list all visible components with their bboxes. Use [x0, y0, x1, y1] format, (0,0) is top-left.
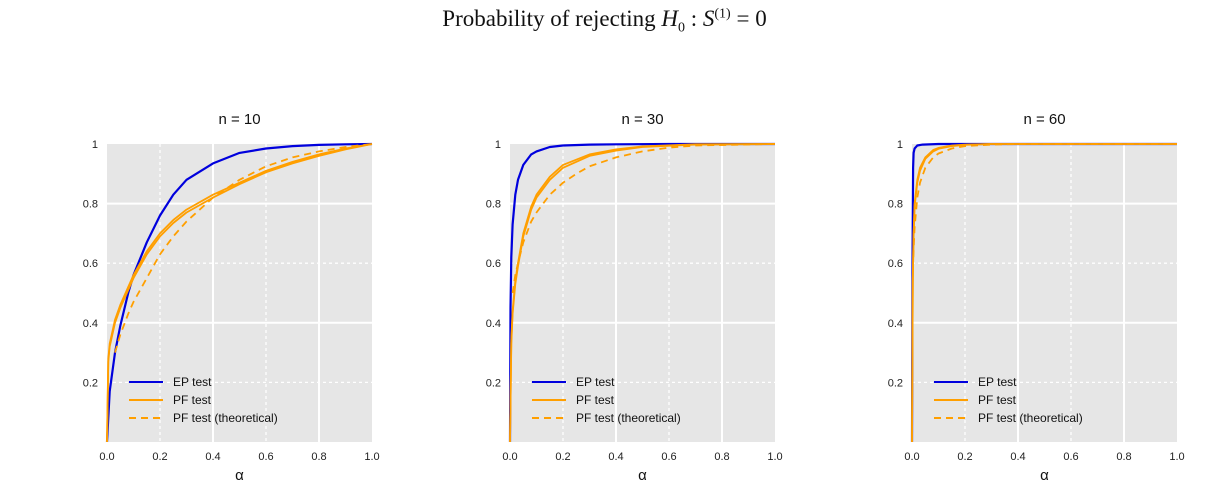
series-line-pf-theory [912, 143, 1177, 258]
x-axis-label: α [1040, 467, 1049, 484]
panel-1: 0.0 0.2 0.4 0.6 0.8 1.0 0.2 0.4 0.6 0.8 1 n = 10 α EP… [83, 111, 380, 484]
legend-label-pf-theory: PF test (theoretical) [576, 411, 681, 425]
x-tick-label: 0.0 [502, 451, 517, 463]
x-tick-label: 0.0 [904, 451, 919, 463]
title-colon: : [685, 6, 703, 31]
x-tick-label: 0.6 [1063, 451, 1078, 463]
panel-2: 0.0 0.2 0.4 0.6 0.8 1.0 0.2 0.4 0.6 0.8 1 n = 30 α EP… [486, 111, 783, 484]
x-tick-label: 0.2 [152, 451, 167, 463]
series-line-pf [911, 143, 1177, 443]
series-line-pf [509, 143, 776, 443]
x-axis-label: α [235, 467, 244, 484]
y-tick-label: 0.6 [486, 258, 501, 270]
x-tick-label: 0.6 [661, 451, 676, 463]
title-eq: = 0 [730, 6, 767, 31]
series-line-ep [910, 142, 1177, 443]
y-tick-label: 0.6 [83, 258, 98, 270]
y-tick-label: 0.8 [888, 199, 903, 211]
x-tick-label: 0.0 [99, 451, 114, 463]
x-tick-label: 0.4 [608, 451, 623, 463]
panel-title: n = 10 [218, 111, 260, 128]
title-prefix: Probability of rejecting [442, 6, 662, 31]
x-axis-label: α [638, 467, 647, 484]
x-tick-label: 0.6 [258, 451, 273, 463]
legend-label-ep: EP test [173, 375, 212, 389]
y-tick-label: 0.8 [83, 199, 98, 211]
title-s-sup: (1) [714, 6, 731, 22]
legend-label-pf: PF test [576, 393, 615, 407]
y-tick-label: 1 [897, 139, 903, 151]
legend-label-pf: PF test [978, 393, 1017, 407]
y-tick-label: 0.6 [888, 258, 903, 270]
title-s: S [702, 6, 715, 31]
series-line-ep [105, 142, 373, 443]
legend-label-pf: PF test [173, 393, 212, 407]
x-tick-label: 1.0 [767, 451, 782, 463]
y-tick-label: 0.2 [83, 377, 98, 389]
x-tick-label: 0.8 [714, 451, 729, 463]
panel-background [510, 144, 775, 442]
legend-label-ep: EP test [576, 375, 615, 389]
legend-label-pf-theory: PF test (theoretical) [173, 411, 278, 425]
panel-3: 0.0 0.2 0.4 0.6 0.8 1.0 0.2 0.4 0.6 0.8 1 n = 60 α EP… [888, 111, 1185, 484]
figure-title: Probability of rejecting H0 : S(1) = 0 [0, 6, 1209, 37]
x-tick-label: 1.0 [1169, 451, 1184, 463]
series-line-pf-theory [511, 143, 776, 294]
panel-title: n = 30 [621, 111, 663, 128]
title-h-sub: 0 [678, 20, 685, 36]
y-tick-label: 0.4 [888, 318, 903, 330]
x-tick-label: 0.2 [957, 451, 972, 463]
legend-label-ep: EP test [978, 375, 1017, 389]
legend-label-pf-theory: PF test (theoretical) [978, 411, 1083, 425]
y-tick-label: 0.2 [888, 377, 903, 389]
series-line-ep [508, 142, 775, 443]
series-line-pf [106, 143, 373, 443]
y-tick-label: 1 [495, 139, 501, 151]
x-tick-label: 0.4 [1010, 451, 1025, 463]
series-line-pf-theory [114, 143, 373, 353]
x-tick-label: 0.2 [555, 451, 570, 463]
title-h: H [661, 6, 678, 31]
y-tick-label: 0.8 [486, 199, 501, 211]
y-tick-label: 0.4 [83, 318, 98, 330]
x-tick-label: 0.8 [1116, 451, 1131, 463]
x-tick-label: 0.8 [311, 451, 326, 463]
x-tick-label: 1.0 [364, 451, 379, 463]
x-tick-label: 0.4 [205, 451, 220, 463]
y-tick-label: 0.4 [486, 318, 501, 330]
panel-title: n = 60 [1023, 111, 1065, 128]
panel-background [107, 144, 372, 442]
panel-background [912, 144, 1177, 442]
y-tick-label: 0.2 [486, 377, 501, 389]
y-tick-label: 1 [92, 139, 98, 151]
